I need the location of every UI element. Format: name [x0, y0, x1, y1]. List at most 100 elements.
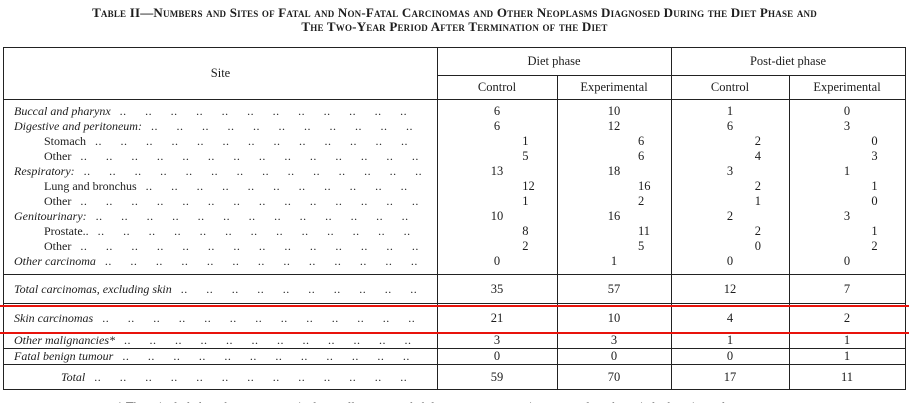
- row-label: Prostate..: [44, 224, 89, 238]
- cell-diet-control: 5: [437, 149, 557, 164]
- cell-post-experimental: 1: [789, 349, 905, 364]
- cell-diet-experimental: 6: [557, 149, 671, 164]
- row-value: 1: [522, 194, 529, 208]
- cell-diet-control: 6: [437, 119, 557, 134]
- row-site-cell: Buccal and pharynx .. .. .. .. .. .. .. …: [4, 104, 437, 119]
- table-header: Site Diet phase Post-diet phase Control …: [4, 48, 905, 100]
- cell-diet-control: 10: [437, 209, 557, 224]
- row-value: 6: [637, 149, 645, 163]
- table-row: Other carcinoma .. .. .. .. .. .. .. .. …: [4, 254, 905, 269]
- cell-diet-control: 59: [437, 365, 557, 389]
- row-value: 70: [607, 369, 621, 384]
- row-dot-leaders: .. .. .. .. .. .. .. .. .. .. .. .. .. .…: [102, 310, 423, 325]
- row-value: 5: [522, 149, 529, 163]
- row-value: 4: [726, 310, 734, 325]
- cell-diet-experimental: 16: [557, 179, 671, 194]
- row-site-cell: Other .. .. .. .. .. .. .. .. .. .. .. .…: [4, 239, 437, 254]
- row-label: Genitourinary:: [14, 209, 87, 223]
- row-value: 1: [843, 333, 851, 347]
- row-site-cell: Stomach .. .. .. .. .. .. .. .. .. .. ..…: [4, 134, 437, 149]
- table-row: Respiratory: .. .. .. .. .. .. .. .. .. …: [4, 164, 905, 179]
- cell-post-experimental: 2: [789, 304, 905, 332]
- table-row: Other .. .. .. .. .. .. .. .. .. .. .. .…: [4, 194, 905, 209]
- cell-diet-control: 2: [437, 239, 557, 254]
- cell-diet-experimental: 57: [557, 275, 671, 303]
- row-value: 2: [754, 134, 762, 148]
- table-row: Total .. .. .. .. .. .. .. .. .. .. .. .…: [4, 364, 905, 389]
- footnote: * These include lymphosarcoma, reticulum…: [0, 400, 909, 403]
- column-divider: [437, 48, 438, 389]
- column-divider: [789, 75, 790, 389]
- cell-diet-experimental: 0: [557, 349, 671, 364]
- cell-diet-control: 0: [437, 349, 557, 364]
- table-row: Other .. .. .. .. .. .. .. .. .. .. .. .…: [4, 239, 905, 254]
- cell-post-control: 0: [671, 254, 789, 269]
- cell-post-control: 0: [671, 239, 789, 254]
- row-site-cell: Skin carcinomas .. .. .. .. .. .. .. .. …: [4, 304, 437, 332]
- row-value: 0: [843, 254, 851, 268]
- cell-diet-control: 12: [437, 179, 557, 194]
- row-value: 0: [493, 254, 501, 268]
- row-value: 10: [490, 209, 504, 223]
- cell-post-experimental: 0: [789, 254, 905, 269]
- row-value: 35: [490, 281, 504, 296]
- row-site-cell: Lung and bronchus .. .. .. .. .. .. .. .…: [4, 179, 437, 194]
- row-value: 1: [754, 194, 762, 208]
- row-label: Fatal benign tumour: [14, 349, 114, 363]
- cell-diet-experimental: 1: [557, 254, 671, 269]
- cell-post-experimental: 0: [789, 134, 905, 149]
- table-title-line1: Table II—Numbers and Sites of Fatal and …: [92, 5, 817, 20]
- row-label: Other carcinoma: [14, 254, 96, 268]
- row-value: 16: [637, 179, 651, 193]
- row-value: 0: [726, 349, 734, 363]
- row-site-cell: Total .. .. .. .. .. .. .. .. .. .. .. .…: [4, 365, 437, 389]
- cell-post-control: 1: [671, 333, 789, 348]
- cell-post-experimental: 1: [789, 179, 905, 194]
- row-value: 0: [610, 349, 618, 363]
- row-dot-leaders: .. .. .. .. .. .. .. .. .. .. .. .. .. .…: [95, 209, 423, 223]
- row-value: 1: [726, 104, 734, 118]
- row-value: 3: [843, 119, 851, 133]
- row-dot-leaders: .. .. .. .. .. .. .. .. .. .. .. .. .. .…: [119, 104, 423, 118]
- row-value: 7: [843, 281, 851, 296]
- cell-post-control: 4: [671, 149, 789, 164]
- row-value: 57: [607, 281, 621, 296]
- row-site-cell: Other .. .. .. .. .. .. .. .. .. .. .. .…: [4, 194, 437, 209]
- data-table: Site Diet phase Post-diet phase Control …: [0, 47, 909, 390]
- row-dot-leaders: .. .. .. .. .. .. .. .. .. .. .. .. .. .…: [104, 254, 423, 268]
- row-value: 3: [726, 164, 734, 178]
- cell-post-experimental: 1: [789, 333, 905, 348]
- cell-diet-experimental: 3: [557, 333, 671, 348]
- row-value: 2: [726, 209, 734, 223]
- cell-post-experimental: 0: [789, 104, 905, 119]
- row-label: Total: [61, 369, 86, 384]
- cell-post-experimental: 11: [789, 365, 905, 389]
- cell-diet-control: 21: [437, 304, 557, 332]
- header-site: Site: [210, 66, 231, 80]
- row-site-cell: Total carcinomas, excluding skin .. .. .…: [4, 275, 437, 303]
- table-row: Other .. .. .. .. .. .. .. .. .. .. .. .…: [4, 149, 905, 164]
- header-diet-phase: Diet phase: [527, 54, 581, 68]
- cell-diet-control: 0: [437, 254, 557, 269]
- row-dot-leaders: .. .. .. .. .. .. .. .. .. .. .. .. .. .…: [97, 224, 423, 238]
- cell-post-control: 1: [671, 104, 789, 119]
- row-value: 1: [610, 254, 618, 268]
- row-value: 6: [637, 134, 645, 148]
- row-value: 1: [843, 349, 851, 363]
- cell-diet-control: 35: [437, 275, 557, 303]
- row-value: 8: [522, 224, 529, 238]
- row-site-cell: Other .. .. .. .. .. .. .. .. .. .. .. .…: [4, 149, 437, 164]
- cell-diet-experimental: 6: [557, 134, 671, 149]
- cell-diet-control: 3: [437, 333, 557, 348]
- row-value: 0: [726, 254, 734, 268]
- row-label: Lung and bronchus: [44, 179, 137, 193]
- row-value: 2: [754, 179, 762, 193]
- row-label: Buccal and pharynx: [14, 104, 111, 118]
- row-value: 1: [843, 164, 851, 178]
- cell-diet-experimental: 2: [557, 194, 671, 209]
- row-value: 0: [871, 194, 878, 208]
- table-row: Digestive and peritoneum: .. .. .. .. ..…: [4, 119, 905, 134]
- row-value: 0: [493, 349, 501, 363]
- header-diet-control: Control: [437, 75, 557, 99]
